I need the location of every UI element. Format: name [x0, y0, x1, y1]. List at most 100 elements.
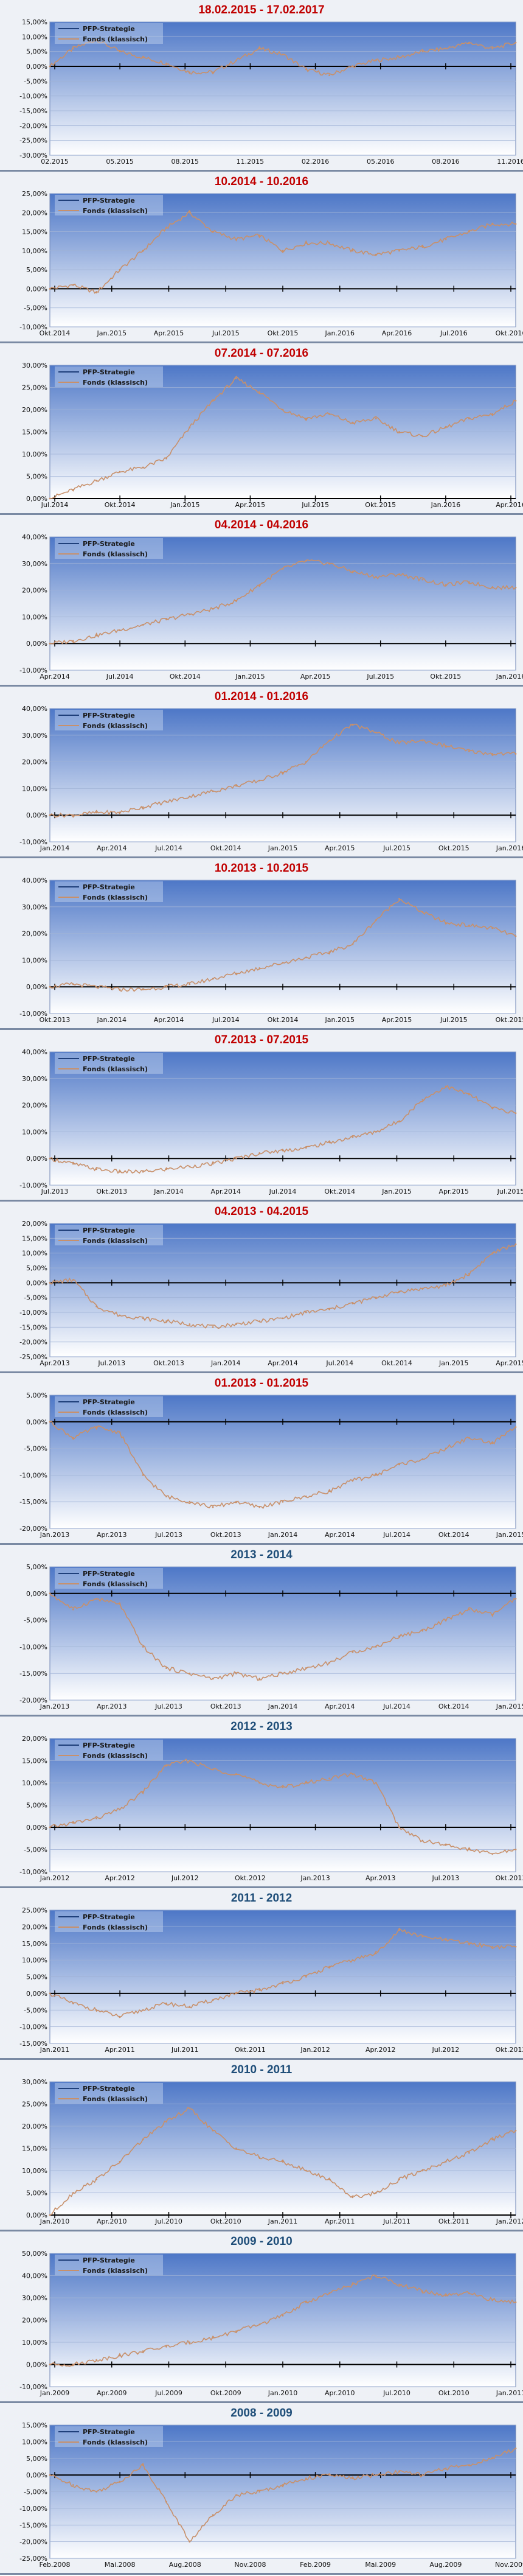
- data-point: [352, 250, 354, 252]
- data-point: [514, 1849, 517, 1850]
- y-tick-label: 15,00%: [22, 1757, 47, 1765]
- y-tick-label: 5,00%: [26, 1264, 47, 1272]
- x-tick-label: Okt.2010: [438, 2389, 469, 2397]
- data-point: [352, 2283, 354, 2286]
- data-point: [421, 1936, 424, 1938]
- data-point: [445, 2294, 447, 2297]
- chart-plot: 5,00%0,00%-5,00%-10,00%-15,00%-20,00%Jan…: [19, 1563, 523, 1710]
- x-tick-label: 05.2015: [106, 158, 134, 166]
- data-point: [352, 2196, 354, 2199]
- x-tick-label: Apr.2014: [325, 1531, 355, 1539]
- data-point: [328, 2474, 330, 2476]
- data-point: [282, 54, 284, 55]
- legend-label-pfp: PFP-Strategie: [83, 368, 135, 376]
- data-point: [212, 1999, 214, 2001]
- y-tick-label: -10,00%: [19, 2383, 47, 2391]
- legend-label-pfp: PFP-Strategie: [83, 2256, 135, 2264]
- x-tick-label: Okt.2014: [170, 673, 201, 681]
- x-tick-label: Jan.2013: [300, 1874, 330, 1882]
- data-point: [491, 927, 494, 929]
- data-point: [235, 785, 237, 787]
- legend-box: [55, 1396, 163, 1417]
- data-point: [189, 2541, 191, 2543]
- legend-label-fonds: Fonds (klassisch): [83, 2438, 148, 2446]
- data-point: [352, 1303, 354, 1304]
- data-point: [491, 1442, 494, 1444]
- data-point: [49, 985, 51, 988]
- data-point: [328, 1490, 330, 1493]
- x-tick-label: Okt.2014: [438, 1531, 469, 1539]
- y-tick-label: 5,00%: [26, 266, 47, 274]
- y-tick-label: 10,00%: [22, 1250, 47, 1258]
- legend: PFP-Strategie Fonds (klassisch): [55, 881, 163, 902]
- x-tick-label: Jul.2013: [41, 1188, 69, 1195]
- data-point: [165, 618, 167, 621]
- data-point: [328, 2179, 330, 2180]
- data-point: [189, 1760, 191, 1762]
- data-point: [514, 586, 517, 589]
- chart-title: 2012 - 2013: [230, 1720, 293, 1733]
- chart-plot: 5,00%0,00%-5,00%-10,00%-15,00%-20,00%Jan…: [19, 1391, 523, 1539]
- y-tick-label: 10,00%: [22, 2339, 47, 2347]
- data-point: [514, 935, 517, 937]
- data-point: [491, 753, 494, 755]
- data-point: [95, 811, 98, 814]
- legend-label-pfp: PFP-Strategie: [83, 1913, 135, 1921]
- data-point: [491, 1107, 494, 1109]
- data-point: [305, 242, 307, 244]
- data-point: [375, 1782, 377, 1784]
- data-point: [165, 1320, 167, 1322]
- x-tick-label: Jan.2015: [268, 844, 297, 852]
- data-point: [398, 898, 400, 900]
- y-tick-label: 10,00%: [22, 33, 47, 41]
- x-tick-label: Okt.2014: [381, 1359, 412, 1367]
- x-tick-label: Jan.2013: [40, 1703, 69, 1710]
- y-tick-label: 10,00%: [22, 450, 47, 458]
- x-tick-label: Jul.2015: [497, 1188, 523, 1195]
- y-tick-label: 0,00%: [26, 983, 47, 991]
- x-tick-label: 02.2015: [41, 158, 69, 166]
- data-point: [235, 1672, 237, 1675]
- legend-box: [55, 881, 163, 902]
- legend-box: [55, 1911, 163, 1932]
- chart-title: 2009 - 2010: [230, 2235, 293, 2248]
- x-tick-label: Jul.2015: [440, 1016, 468, 1024]
- x-tick-label: Jul.2012: [171, 1874, 199, 1882]
- data-point: [235, 1157, 237, 1160]
- legend: PFP-Strategie Fonds (klassisch): [55, 2083, 163, 2104]
- data-point: [212, 1678, 214, 1680]
- data-point: [305, 1147, 307, 1149]
- data-point: [165, 2501, 167, 2503]
- series-line-fonds: [49, 209, 516, 294]
- data-point: [352, 1479, 354, 1482]
- y-tick-label: 15,00%: [22, 2421, 47, 2429]
- y-tick-label: 0,00%: [26, 1279, 47, 1287]
- legend: PFP-Strategie Fonds (klassisch): [55, 23, 163, 44]
- data-point: [49, 1826, 51, 1829]
- data-point: [445, 1284, 447, 1287]
- y-tick-label: -15,00%: [19, 2040, 47, 2048]
- data-point: [328, 1662, 330, 1664]
- chart-panel: 10.2014 - 10.2016 25,00% 20,00% 15,00% 10,00…: [0, 172, 523, 343]
- data-point: [305, 1976, 307, 1978]
- legend-box: [55, 2426, 163, 2447]
- chart-panel: 18.02.2015 - 17.02.2017 15,00% 10,00% 5,00%…: [0, 0, 523, 172]
- data-point: [421, 2474, 424, 2476]
- y-tick-label: 20,00%: [22, 1102, 47, 1110]
- x-tick-label: Apr.2010: [325, 2389, 355, 2397]
- chart-title: 2008 - 2009: [230, 2407, 293, 2420]
- chart-title: 10.2014 - 10.2016: [214, 175, 309, 188]
- legend-label-fonds: Fonds (klassisch): [83, 207, 148, 215]
- data-point: [49, 1592, 51, 1595]
- data-point: [142, 1474, 144, 1476]
- data-point: [49, 1992, 51, 1995]
- data-point: [328, 951, 330, 953]
- chart-panel: 2009 - 2010 50,00% 40,00% 30,00% 20,00% 10,00…: [0, 2231, 523, 2403]
- y-tick-label: 5,00%: [26, 1563, 47, 1571]
- data-point: [468, 2464, 470, 2466]
- y-tick-label: 25,00%: [22, 384, 47, 392]
- data-point: [514, 400, 517, 402]
- data-point: [165, 2002, 167, 2004]
- data-point: [305, 68, 307, 71]
- y-tick-label: 10,00%: [22, 1779, 47, 1787]
